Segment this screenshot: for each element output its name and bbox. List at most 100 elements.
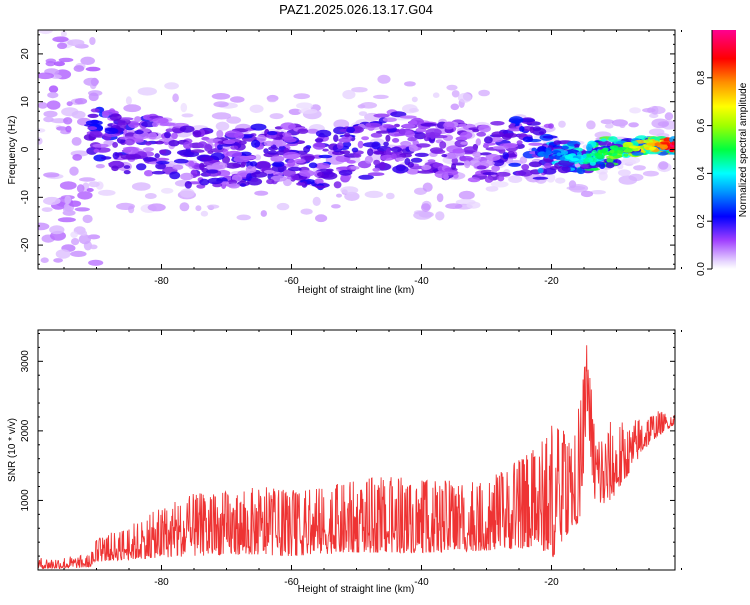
x-tick-label: -80	[154, 577, 169, 588]
signal-blob	[123, 146, 139, 155]
noise-blob	[466, 201, 481, 209]
signal-blob	[660, 141, 670, 145]
signal-blob	[365, 122, 381, 128]
signal-blob	[451, 163, 457, 170]
signal-blob	[414, 132, 427, 140]
signal-blob	[251, 139, 261, 148]
signal-blob	[460, 131, 473, 139]
signal-blob	[154, 153, 160, 159]
signal-blob	[383, 141, 389, 147]
signal-blob	[275, 140, 287, 147]
signal-blob	[348, 166, 360, 170]
noise-blob	[49, 225, 65, 235]
noise-blob	[74, 207, 91, 212]
signal-blob	[134, 116, 142, 123]
noise-blob	[45, 60, 56, 67]
signal-blob	[542, 152, 552, 156]
signal-blob	[427, 159, 436, 163]
noise-blob	[642, 108, 656, 113]
signal-blob	[497, 175, 505, 182]
signal-blob	[599, 149, 607, 154]
noise-blob	[230, 96, 245, 103]
spectrogram-blobs	[38, 30, 675, 266]
signal-blob	[536, 147, 545, 152]
signal-blob	[112, 141, 118, 148]
noise-blob	[71, 238, 80, 246]
spectrogram-axes: -80 -60 -40 -20 -20 -10 0 10 20	[20, 30, 682, 287]
signal-blob	[570, 157, 579, 162]
noise-blob	[56, 126, 68, 131]
signal-blob	[216, 130, 224, 138]
signal-blob	[109, 113, 122, 121]
noise-blob	[74, 98, 88, 105]
signal-blob	[156, 160, 170, 165]
signal-blob	[240, 183, 246, 187]
signal-blob	[480, 160, 495, 167]
y-tick-label: 10	[20, 96, 31, 108]
signal-blob	[367, 172, 385, 177]
noise-blob	[41, 207, 53, 213]
signal-blob	[656, 144, 667, 148]
signal-blob	[542, 168, 557, 175]
y-tick-label: -10	[20, 190, 31, 205]
signal-blob	[476, 165, 487, 170]
signal-blob	[240, 161, 247, 167]
noise-blob	[236, 214, 251, 221]
signal-blob	[617, 146, 627, 151]
noise-blob	[446, 84, 458, 91]
signal-blob	[104, 127, 119, 135]
noise-blob	[195, 205, 202, 212]
signal-blob	[383, 124, 397, 129]
signal-blob	[617, 149, 624, 155]
noise-blob	[373, 94, 389, 99]
signal-blob	[255, 160, 271, 169]
signal-blob	[299, 169, 315, 177]
signal-blob	[632, 148, 639, 152]
signal-blob	[379, 161, 386, 170]
signal-blob	[469, 159, 481, 167]
signal-blob	[358, 174, 374, 180]
noise-blob	[364, 190, 384, 198]
signal-blob	[172, 164, 184, 170]
noise-blob	[144, 193, 157, 199]
signal-blob	[89, 130, 103, 138]
signal-blob	[392, 165, 409, 174]
noise-blob	[206, 204, 220, 209]
colorbar-tick-label: 0.0	[696, 262, 707, 276]
noise-blob	[80, 56, 95, 65]
noise-blob	[68, 200, 82, 207]
signal-blob	[475, 138, 481, 146]
signal-blob	[417, 170, 435, 174]
signal-blob	[118, 117, 134, 121]
signal-blob	[364, 155, 373, 164]
noise-blob	[211, 112, 232, 120]
signal-blob	[123, 165, 131, 169]
signal-blob	[318, 154, 333, 159]
signal-blob	[373, 113, 390, 118]
noise-blob	[76, 184, 85, 193]
spectrogram-panel: -80 -60 -40 -20 -20 -10 0 10 20 Height of straig…	[7, 29, 682, 296]
y-tick-label: 2000	[20, 419, 31, 442]
signal-blob	[217, 144, 223, 150]
noise-blob	[658, 161, 669, 170]
snr-series	[38, 345, 675, 570]
signal-blob	[286, 142, 298, 147]
signal-blob	[225, 162, 241, 169]
signal-blob	[429, 131, 436, 140]
noise-blob	[43, 116, 54, 123]
noise-blob	[116, 202, 135, 210]
signal-blob	[361, 136, 369, 141]
signal-blob	[159, 122, 176, 127]
y-tick-label: 20	[20, 48, 31, 60]
signal-blob	[671, 141, 675, 146]
signal-blob	[421, 164, 432, 170]
noise-blob	[43, 172, 60, 178]
signal-blob	[609, 149, 615, 154]
noise-blob	[172, 93, 179, 103]
signal-blob	[263, 169, 274, 174]
signal-blob	[308, 162, 318, 169]
signal-blob	[472, 129, 480, 133]
signal-blob	[548, 123, 554, 129]
noise-blob	[57, 42, 68, 49]
signal-blob	[507, 127, 523, 132]
